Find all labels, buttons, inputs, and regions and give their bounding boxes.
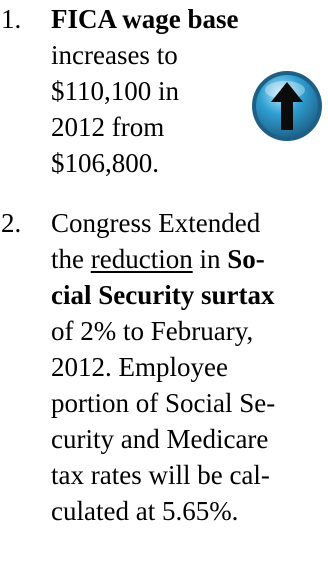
list-line: $110,100 in [51, 76, 179, 106]
list-line: cial Security surtax [51, 280, 275, 310]
list-line: 2012 from [51, 112, 165, 142]
list-line: portion of Social Se- [51, 388, 276, 418]
list-line: 2012. Employee [51, 352, 228, 382]
list-line: of 2% to February, [51, 316, 254, 346]
list-line: curity and Medicare [51, 424, 269, 454]
list-line: tax rates will be cal- [51, 460, 270, 490]
list-line: increases to [51, 40, 178, 70]
list-line: culated at 5.65%. [51, 496, 239, 526]
list-line: FICA wage base [51, 4, 239, 34]
list-number: 1. [1, 4, 22, 34]
up-arrow-icon [249, 68, 325, 144]
list-number: 2. [1, 208, 22, 238]
list-line: Congress Extended [51, 208, 261, 238]
list-line: $106,800. [51, 148, 159, 178]
list-line: the reduction in So- [51, 244, 265, 274]
